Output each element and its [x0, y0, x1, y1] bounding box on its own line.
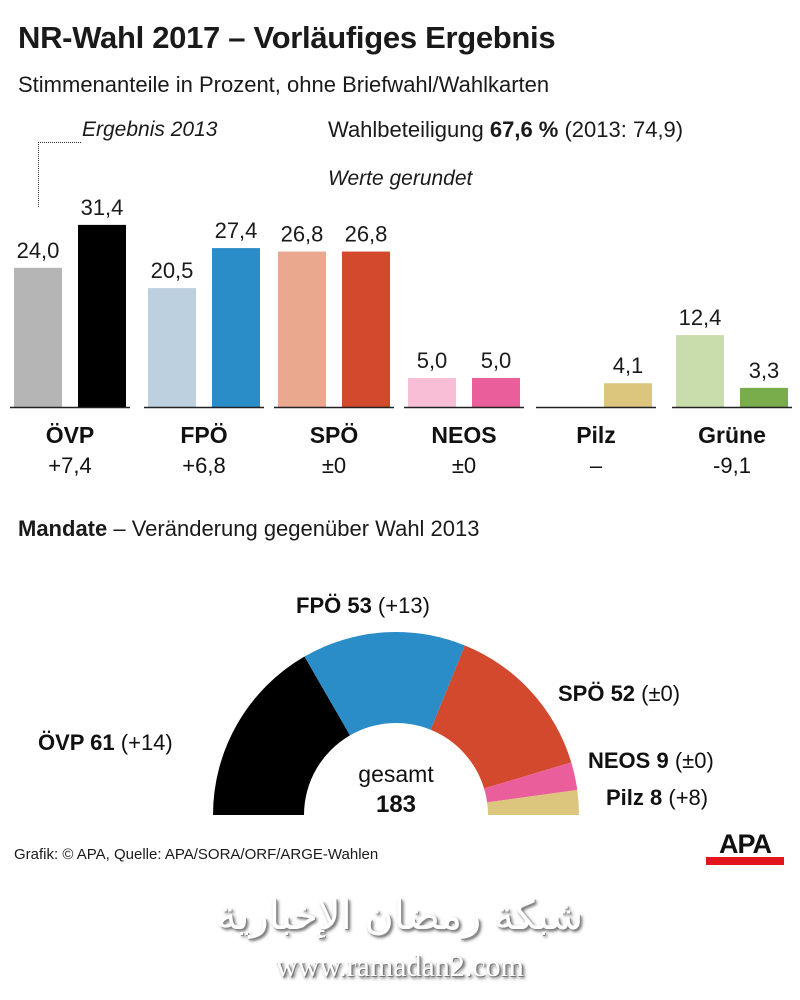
rounding-note: Werte gerundet — [328, 167, 473, 190]
bar-value-label: 31,4 — [81, 195, 124, 220]
bar-value-label: 4,1 — [613, 353, 644, 378]
chart-subtitle: Stimmenanteile in Prozent, ohne Briefwah… — [18, 72, 550, 97]
seat-segment-NEOS — [484, 762, 578, 803]
legend-2013: Ergebnis 2013 — [82, 118, 218, 141]
party-label: SPÖ — [310, 422, 359, 448]
change-label: +7,4 — [48, 453, 91, 478]
seat-label: SPÖ 52 (±0) — [558, 681, 680, 706]
bar-SPÖ-2017 — [342, 251, 390, 407]
party-label: Pilz — [576, 422, 616, 448]
bar-FPÖ-2013 — [148, 288, 196, 407]
bar-value-label: 3,3 — [749, 358, 780, 383]
turnout-prev: (2013: 74,9) — [564, 117, 684, 142]
seat-segment-Pilz — [487, 789, 579, 815]
change-label: ±0 — [452, 453, 476, 478]
party-label: NEOS — [431, 422, 496, 448]
bar-value-label: 5,0 — [417, 348, 448, 373]
turnout: Wahlbeteiligung 67,6 % (2013: 74,9) — [328, 117, 683, 143]
bar-NEOS-2013 — [408, 378, 456, 407]
apa-logo: APA — [706, 829, 784, 865]
bar-value-label: 12,4 — [679, 305, 722, 330]
bar-FPÖ-2017 — [212, 248, 260, 407]
bar-value-label: 26,8 — [345, 222, 388, 247]
seat-segment-SPÖ — [430, 645, 572, 789]
legend-leader-line — [38, 142, 81, 207]
change-label: – — [590, 453, 603, 478]
bar-value-label: 26,8 — [281, 222, 324, 247]
bar-Grüne-2017 — [740, 387, 788, 407]
source-note: Grafik: © APA, Quelle: APA/SORA/ORF/ARGE… — [14, 846, 379, 863]
bar-value-label: 24,0 — [17, 238, 60, 263]
seat-label: NEOS 9 (±0) — [588, 748, 714, 773]
total-value: 183 — [376, 791, 416, 818]
party-label: Grüne — [698, 422, 766, 448]
seat-chart: ÖVP 61 (+14) FPÖ 53 (+13) SPÖ 52 (±0) NEOS … — [38, 593, 714, 818]
bar-ÖVP-2017 — [78, 224, 126, 407]
apa-logo-text: APA — [718, 829, 772, 859]
bar-SPÖ-2013 — [278, 251, 326, 407]
bar-ÖVP-2013 — [14, 267, 62, 407]
mandate-title: Mandate — [18, 516, 108, 541]
seat-label: FPÖ 53 (+13) — [296, 593, 430, 618]
bar-value-label: 5,0 — [481, 348, 512, 373]
seat-segment-FPÖ — [304, 632, 465, 736]
apa-logo-bar — [706, 857, 784, 865]
chart-title: NR-Wahl 2017 – Vorläufiges Ergebnis — [18, 20, 556, 55]
bar-Grüne-2013 — [676, 335, 724, 407]
party-label: ÖVP — [46, 422, 95, 448]
seat-label: Pilz 8 (+8) — [606, 785, 708, 810]
change-label: +6,8 — [182, 453, 225, 478]
change-label: -9,1 — [713, 453, 751, 478]
mandate-subtitle: – Veränderung gegenüber Wahl 2013 — [107, 516, 480, 541]
seat-label: ÖVP 61 (+14) — [38, 730, 173, 755]
watermark-arabic: شبكة رمضان الإخبارية — [216, 893, 584, 939]
bar-chart: 24,0 31,4 ÖVP +7,4 20,5 27,4 FPÖ +6,8 26,8 26,8 SP… — [10, 195, 792, 478]
watermark-url: www.ramadan2.com — [276, 950, 524, 983]
mandate-heading: Mandate – Veränderung gegenüber Wahl 201… — [18, 516, 480, 542]
turnout-value: 67,6 % — [489, 117, 559, 142]
bar-value-label: 27,4 — [215, 218, 258, 243]
change-label: ±0 — [322, 453, 346, 478]
turnout-label: Wahlbeteiligung — [328, 117, 484, 142]
seat-segment-ÖVP — [213, 656, 350, 815]
bar-NEOS-2017 — [472, 378, 520, 407]
bar-Pilz-2017 — [604, 383, 652, 407]
party-label: FPÖ — [180, 422, 227, 448]
bar-value-label: 20,5 — [151, 258, 194, 283]
total-label: gesamt — [358, 761, 434, 787]
